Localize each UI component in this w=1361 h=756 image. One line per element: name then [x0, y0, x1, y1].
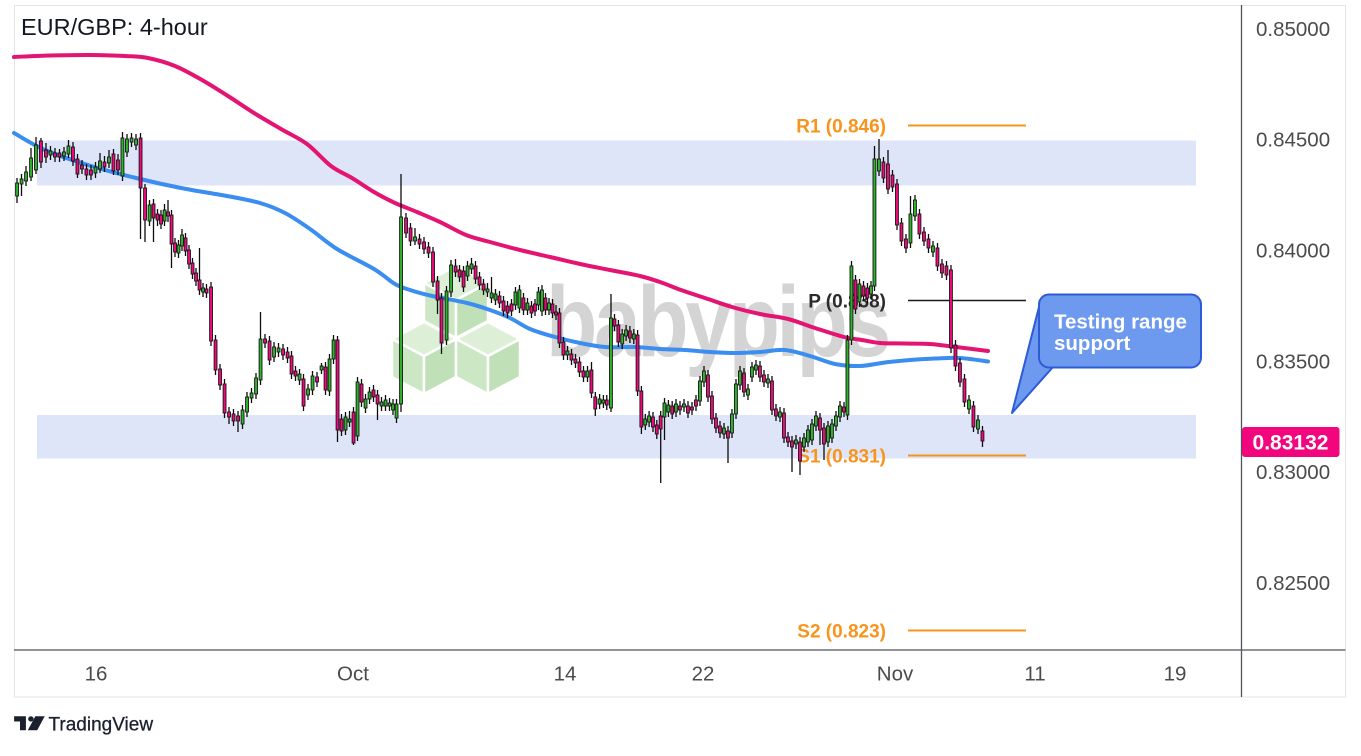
svg-text:14: 14: [554, 663, 577, 686]
svg-text:0.84000: 0.84000: [1256, 239, 1330, 262]
svg-text:19: 19: [1164, 663, 1187, 686]
svg-text:Nov: Nov: [877, 663, 914, 686]
svg-text:S1 (0.831): S1 (0.831): [797, 447, 886, 468]
svg-text:R1 (0.846): R1 (0.846): [796, 117, 886, 138]
svg-text:support: support: [1054, 332, 1130, 355]
svg-text:P (0.838): P (0.838): [808, 292, 886, 313]
svg-text:TradingView: TradingView: [49, 715, 154, 736]
svg-text:11: 11: [1024, 663, 1045, 686]
svg-text:Oct: Oct: [337, 663, 369, 686]
svg-text:0.85000: 0.85000: [1256, 18, 1330, 41]
svg-text:0.84500: 0.84500: [1256, 129, 1330, 152]
svg-text:Testing range: Testing range: [1054, 311, 1187, 334]
svg-text:0.83132: 0.83132: [1253, 432, 1329, 455]
svg-text:babypips: babypips: [546, 265, 888, 378]
svg-text:EUR/GBP: 4-hour: EUR/GBP: 4-hour: [21, 14, 208, 40]
svg-text:16: 16: [85, 663, 108, 686]
svg-text:0.83000: 0.83000: [1256, 461, 1330, 484]
svg-text:S2 (0.823): S2 (0.823): [797, 622, 886, 643]
svg-text:0.82500: 0.82500: [1256, 572, 1330, 595]
svg-text:22: 22: [692, 663, 715, 686]
svg-text:0.83500: 0.83500: [1256, 350, 1330, 373]
